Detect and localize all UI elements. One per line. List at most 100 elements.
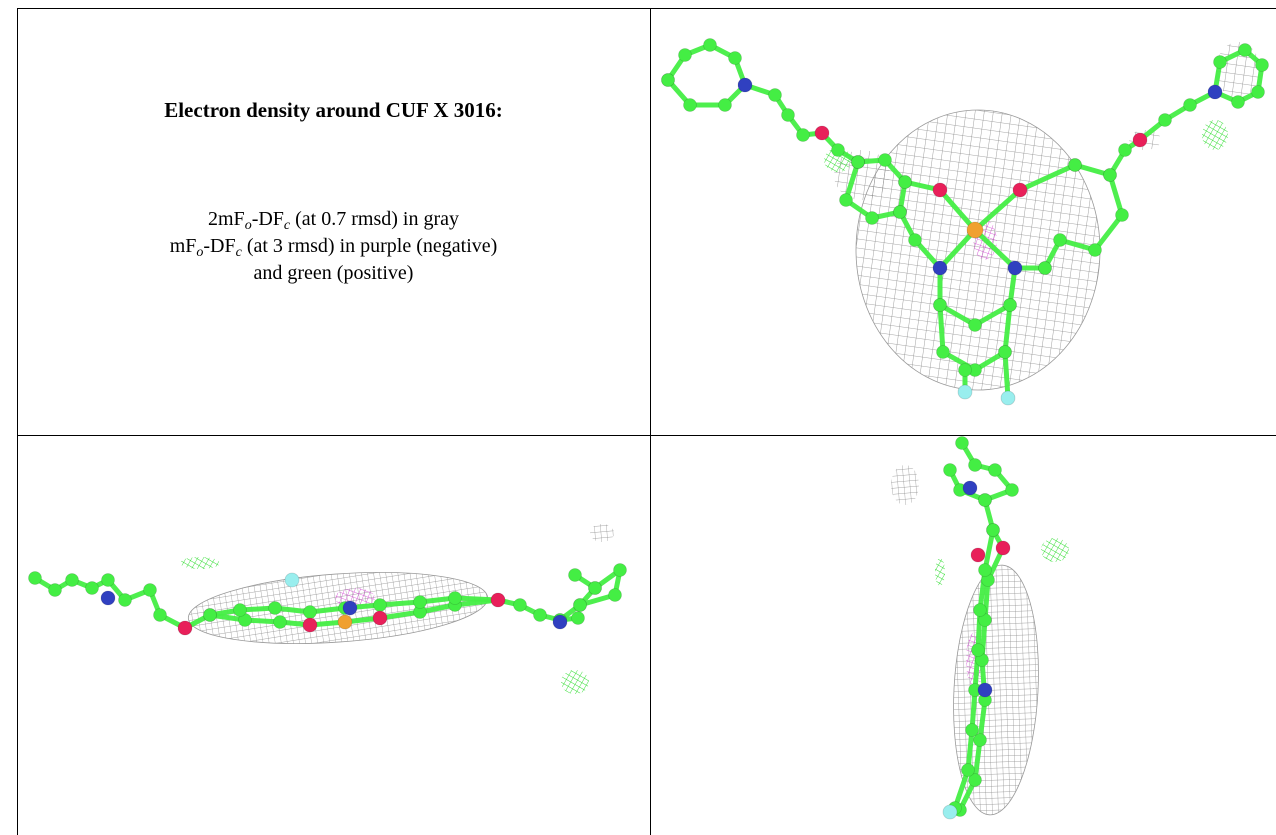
atom bbox=[533, 608, 547, 622]
atom bbox=[273, 615, 287, 629]
atom bbox=[1012, 182, 1028, 198]
caption-text: -DF bbox=[251, 208, 284, 230]
atom bbox=[284, 572, 300, 588]
atom bbox=[796, 128, 810, 142]
atom bbox=[998, 345, 1012, 359]
atom bbox=[1000, 390, 1016, 406]
caption-text: 2mF bbox=[208, 208, 245, 230]
atom bbox=[1255, 58, 1269, 72]
atom bbox=[372, 610, 388, 626]
atom bbox=[978, 493, 992, 507]
atom bbox=[373, 598, 387, 612]
atom bbox=[85, 581, 99, 595]
atom bbox=[1088, 243, 1102, 257]
atom bbox=[302, 617, 318, 633]
atom bbox=[978, 563, 992, 577]
atom bbox=[737, 77, 753, 93]
atom bbox=[1207, 84, 1223, 100]
atom bbox=[203, 608, 217, 622]
atom bbox=[233, 603, 247, 617]
subscript: o bbox=[244, 218, 252, 233]
atom bbox=[995, 540, 1011, 556]
caption-text: -DF bbox=[203, 235, 236, 257]
atom bbox=[942, 804, 958, 820]
density-mesh bbox=[1041, 538, 1069, 562]
subscript: c bbox=[235, 245, 242, 260]
atom bbox=[932, 182, 948, 198]
atom bbox=[936, 345, 950, 359]
atom bbox=[703, 38, 717, 52]
density-mesh bbox=[590, 524, 614, 542]
atom bbox=[683, 98, 697, 112]
caption-line: and green (positive) bbox=[17, 260, 650, 287]
caption-text: and green (positive) bbox=[253, 262, 414, 284]
atom bbox=[571, 611, 585, 625]
atom bbox=[851, 155, 865, 169]
atom bbox=[814, 125, 830, 141]
caption-line: 2mFo-DFc (at 0.7 rmsd) in gray bbox=[17, 206, 650, 233]
atom bbox=[986, 523, 1000, 537]
atom bbox=[573, 598, 587, 612]
atom bbox=[865, 211, 879, 225]
atom bbox=[100, 590, 116, 606]
atom bbox=[448, 591, 462, 605]
density-mesh bbox=[891, 465, 919, 505]
caption-text: (at 3 rmsd) in purple (negative) bbox=[241, 235, 498, 257]
atom bbox=[1238, 43, 1252, 57]
atom bbox=[613, 563, 627, 577]
atom bbox=[1183, 98, 1197, 112]
atom bbox=[1115, 208, 1129, 222]
atom bbox=[968, 773, 982, 787]
atom bbox=[970, 547, 986, 563]
atom bbox=[955, 436, 969, 450]
atom bbox=[1053, 233, 1067, 247]
atom bbox=[961, 763, 975, 777]
atom bbox=[988, 463, 1002, 477]
atom bbox=[839, 193, 853, 207]
bond bbox=[957, 499, 1006, 812]
atom bbox=[1003, 298, 1017, 312]
atom bbox=[718, 98, 732, 112]
density-mesh bbox=[935, 558, 945, 586]
atom bbox=[1231, 95, 1245, 109]
atom bbox=[268, 601, 282, 615]
atom bbox=[971, 643, 985, 657]
density-mesh bbox=[1202, 120, 1228, 150]
atom bbox=[965, 723, 979, 737]
table-borders bbox=[17, 8, 1276, 835]
atom bbox=[568, 568, 582, 582]
atom bbox=[1213, 55, 1227, 69]
atom bbox=[552, 614, 568, 630]
atom bbox=[1005, 483, 1019, 497]
atom bbox=[968, 318, 982, 332]
atom bbox=[966, 221, 984, 239]
bond bbox=[1002, 351, 1011, 399]
atom bbox=[898, 175, 912, 189]
atom bbox=[153, 608, 167, 622]
atom bbox=[977, 682, 993, 698]
atom bbox=[118, 593, 132, 607]
atom bbox=[1103, 168, 1117, 182]
density-mesh bbox=[561, 670, 589, 694]
molecule-layer bbox=[28, 38, 1269, 820]
atom bbox=[973, 603, 987, 617]
bond bbox=[497, 567, 623, 623]
atom bbox=[513, 598, 527, 612]
subscript: o bbox=[196, 245, 204, 260]
density-mesh bbox=[180, 557, 220, 569]
atom bbox=[588, 581, 602, 595]
atom bbox=[1158, 113, 1172, 127]
figure-caption: 2mFo-DFc (at 0.7 rmsd) in gray mFo-DFc (a… bbox=[17, 206, 650, 287]
atom bbox=[932, 260, 948, 276]
atom bbox=[1118, 143, 1132, 157]
atom bbox=[342, 600, 358, 616]
atom bbox=[177, 620, 193, 636]
atom bbox=[48, 583, 62, 597]
atom bbox=[957, 384, 973, 400]
atom bbox=[1007, 260, 1023, 276]
atom bbox=[958, 363, 972, 377]
atom bbox=[413, 595, 427, 609]
atom bbox=[678, 48, 692, 62]
mesh-layer bbox=[180, 42, 1260, 816]
atom bbox=[908, 233, 922, 247]
